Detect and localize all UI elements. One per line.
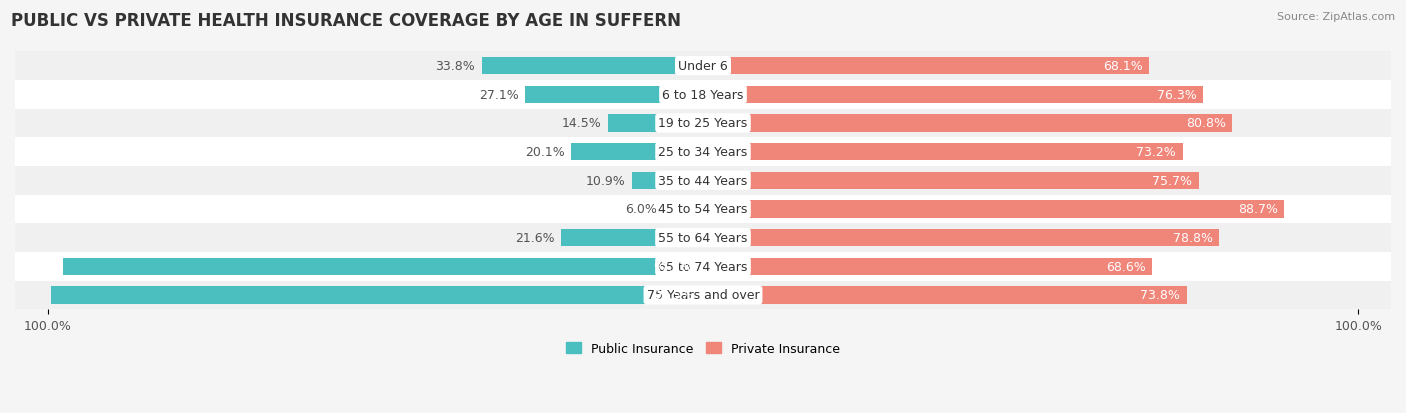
Bar [15,138,1391,166]
Text: 20.1%: 20.1% [524,146,565,159]
Bar [15,224,1391,252]
Bar [526,86,703,104]
Bar [664,201,703,218]
Bar [703,287,1187,304]
Text: 73.8%: 73.8% [1140,289,1180,302]
Text: 14.5%: 14.5% [561,117,602,130]
Legend: Public Insurance, Private Insurance: Public Insurance, Private Insurance [561,337,845,360]
Text: 73.2%: 73.2% [1136,146,1175,159]
Text: 10.9%: 10.9% [585,174,626,188]
Text: 25 to 34 Years: 25 to 34 Years [658,146,748,159]
Text: 68.6%: 68.6% [1107,260,1146,273]
Text: 99.5%: 99.5% [654,289,693,302]
Bar [15,281,1391,309]
Bar [703,230,1219,247]
Text: 65 to 74 Years: 65 to 74 Years [658,260,748,273]
Text: Under 6: Under 6 [678,60,728,73]
Text: 68.1%: 68.1% [1102,60,1143,73]
Bar [571,144,703,161]
Text: 97.7%: 97.7% [654,260,693,273]
Text: 35 to 44 Years: 35 to 44 Years [658,174,748,188]
Bar [703,144,1182,161]
Text: 6 to 18 Years: 6 to 18 Years [662,88,744,102]
Text: 80.8%: 80.8% [1185,117,1226,130]
Bar [15,195,1391,224]
Text: PUBLIC VS PRIVATE HEALTH INSURANCE COVERAGE BY AGE IN SUFFERN: PUBLIC VS PRIVATE HEALTH INSURANCE COVER… [11,12,682,30]
Text: 45 to 54 Years: 45 to 54 Years [658,203,748,216]
Text: 75.7%: 75.7% [1153,174,1192,188]
Text: 27.1%: 27.1% [479,88,519,102]
Bar [15,252,1391,281]
Bar [703,258,1153,275]
Bar [15,81,1391,109]
Text: 88.7%: 88.7% [1237,203,1278,216]
Text: Source: ZipAtlas.com: Source: ZipAtlas.com [1277,12,1395,22]
Text: 78.8%: 78.8% [1173,232,1213,244]
Bar [703,86,1204,104]
Bar [561,230,703,247]
Bar [15,52,1391,81]
Bar [15,166,1391,195]
Text: 76.3%: 76.3% [1157,88,1197,102]
Text: 19 to 25 Years: 19 to 25 Years [658,117,748,130]
Text: 55 to 64 Years: 55 to 64 Years [658,232,748,244]
Bar [63,258,703,275]
Bar [631,172,703,190]
Bar [703,58,1149,75]
Bar [607,115,703,132]
Text: 6.0%: 6.0% [626,203,657,216]
Text: 75 Years and over: 75 Years and over [647,289,759,302]
Bar [703,115,1233,132]
Bar [51,287,703,304]
Text: 33.8%: 33.8% [436,60,475,73]
Bar [703,172,1199,190]
Bar [481,58,703,75]
Text: 21.6%: 21.6% [515,232,555,244]
Bar [15,109,1391,138]
Bar [703,201,1284,218]
